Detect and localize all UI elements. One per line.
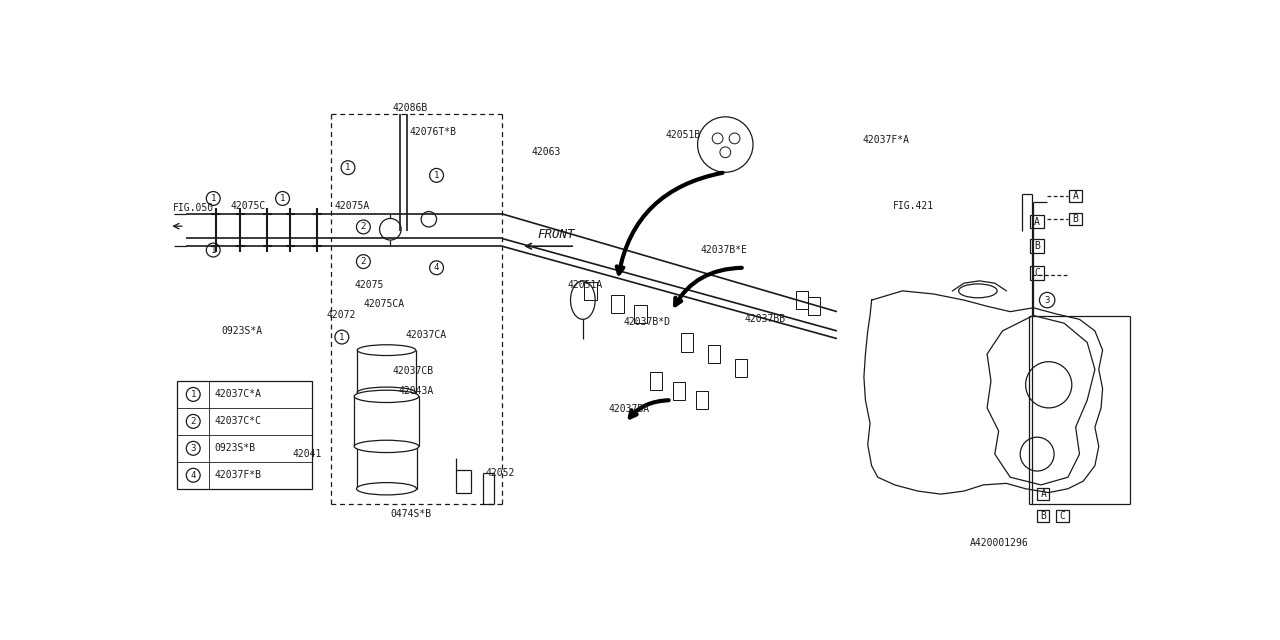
Bar: [1056, 509, 1069, 522]
Text: 1: 1: [434, 171, 439, 180]
Bar: [585, 282, 596, 300]
Bar: [1030, 239, 1044, 253]
Text: FRONT: FRONT: [538, 228, 575, 241]
Text: 1: 1: [191, 390, 196, 399]
Text: B: B: [1034, 241, 1041, 251]
Text: A: A: [1034, 216, 1041, 227]
Bar: [1030, 214, 1044, 228]
Text: 42037BA: 42037BA: [608, 404, 649, 415]
Text: B: B: [1041, 511, 1046, 521]
Text: 4: 4: [434, 263, 439, 272]
Text: 42052: 42052: [485, 468, 515, 478]
Text: 0474S*B: 0474S*B: [390, 509, 431, 519]
Bar: [681, 333, 692, 352]
Text: 42037F*A: 42037F*A: [863, 135, 909, 145]
Text: 3: 3: [1044, 296, 1050, 305]
Bar: [808, 297, 820, 316]
Bar: [1070, 213, 1082, 225]
Text: A420001296: A420001296: [970, 538, 1029, 548]
Text: 2: 2: [361, 223, 366, 232]
Text: 1: 1: [339, 333, 344, 342]
Text: FIG.050: FIG.050: [173, 203, 214, 212]
Text: 42037F*B: 42037F*B: [214, 470, 261, 480]
Bar: [708, 345, 719, 364]
Text: 2: 2: [191, 417, 196, 426]
Text: 42051A: 42051A: [567, 280, 603, 290]
Bar: [1030, 266, 1044, 280]
Text: 42037C*C: 42037C*C: [214, 417, 261, 426]
Text: 1: 1: [280, 194, 285, 203]
Text: 1: 1: [346, 163, 351, 172]
Text: 42037B*D: 42037B*D: [623, 317, 671, 326]
Text: 42041: 42041: [293, 449, 323, 459]
Ellipse shape: [357, 387, 416, 398]
Bar: [650, 372, 662, 390]
Text: 42037CA: 42037CA: [406, 330, 447, 340]
Text: 1: 1: [211, 246, 216, 255]
Text: 42075C: 42075C: [230, 201, 266, 211]
Text: 42037BB: 42037BB: [745, 314, 786, 324]
Bar: [673, 381, 685, 400]
Bar: [1037, 509, 1050, 522]
Text: A: A: [1073, 191, 1079, 201]
Text: 42037CB: 42037CB: [393, 366, 434, 376]
Text: 3: 3: [191, 444, 196, 453]
Bar: [1037, 488, 1050, 500]
Bar: [796, 291, 809, 309]
Bar: [735, 358, 746, 377]
Ellipse shape: [959, 284, 997, 298]
Ellipse shape: [357, 345, 416, 356]
Text: 42086B: 42086B: [393, 102, 428, 113]
Bar: [177, 381, 312, 489]
Text: 42076T*B: 42076T*B: [410, 127, 457, 137]
Text: 42072: 42072: [326, 310, 356, 321]
Text: C: C: [1060, 511, 1065, 521]
Ellipse shape: [355, 390, 419, 403]
Text: 42075A: 42075A: [334, 201, 370, 211]
Text: 42037C*A: 42037C*A: [214, 389, 261, 399]
Text: 42075CA: 42075CA: [364, 299, 404, 309]
Text: B: B: [1073, 214, 1079, 224]
Bar: [696, 391, 708, 410]
Ellipse shape: [355, 440, 419, 452]
Text: FIG.421: FIG.421: [893, 201, 934, 211]
Bar: [1070, 190, 1082, 202]
Text: C: C: [1034, 268, 1041, 278]
Text: A: A: [1041, 489, 1046, 499]
Text: 42063: 42063: [531, 147, 561, 157]
Bar: [635, 305, 646, 323]
Text: 0923S*B: 0923S*B: [214, 444, 255, 453]
Text: 4: 4: [191, 471, 196, 480]
Text: 0923S*A: 0923S*A: [221, 326, 262, 336]
Text: 1: 1: [211, 194, 216, 203]
Ellipse shape: [356, 483, 416, 495]
Text: 42075: 42075: [355, 280, 384, 290]
Text: 42037B*E: 42037B*E: [700, 245, 748, 255]
Text: 2: 2: [361, 257, 366, 266]
Text: 42043A: 42043A: [398, 386, 434, 396]
Text: 42051B: 42051B: [666, 129, 700, 140]
Bar: [612, 294, 623, 313]
